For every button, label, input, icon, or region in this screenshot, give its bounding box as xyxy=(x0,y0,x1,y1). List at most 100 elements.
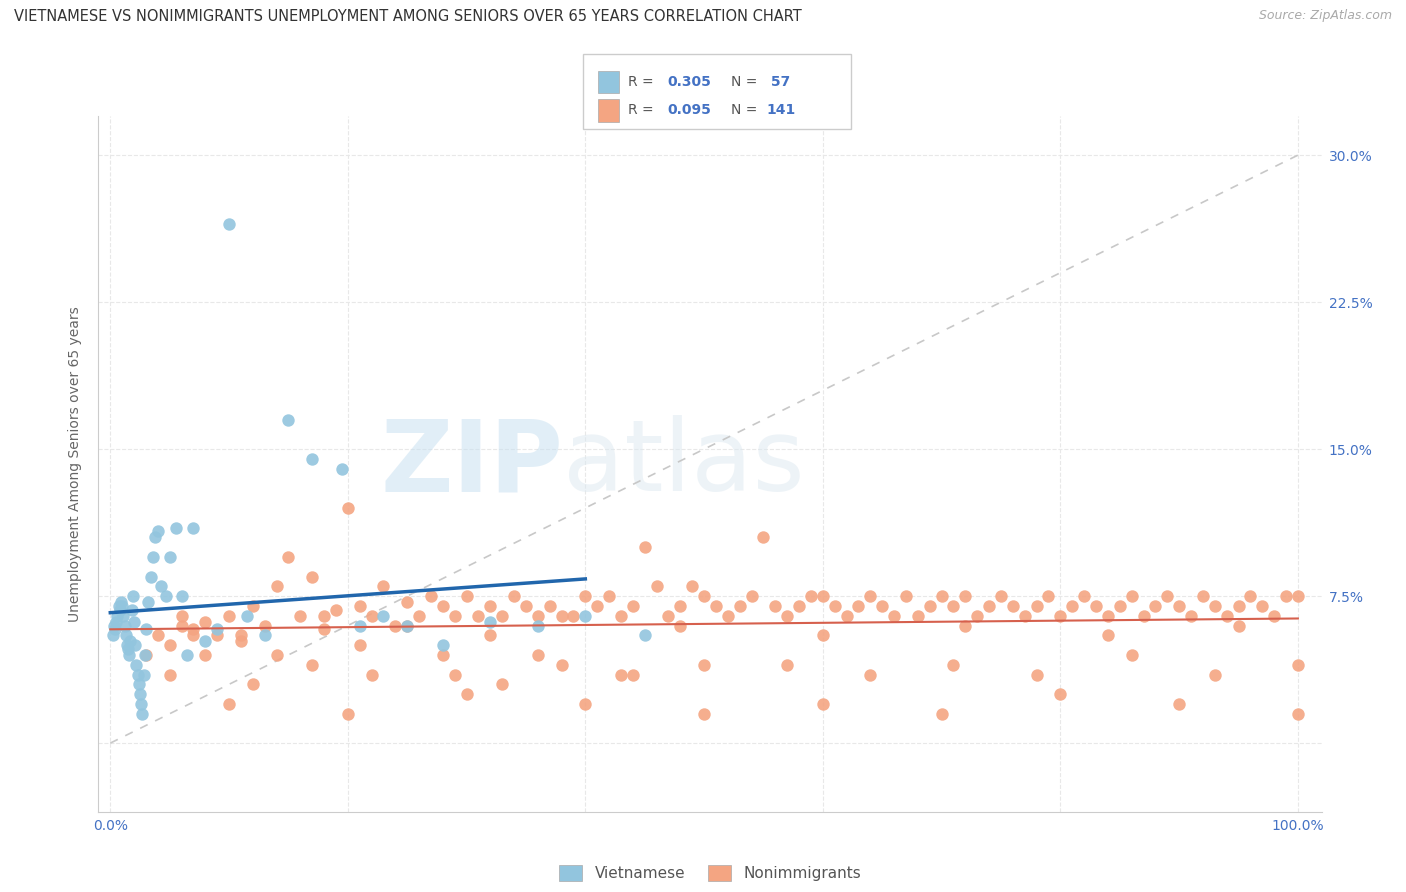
Point xyxy=(312,608,335,623)
Point xyxy=(165,520,187,534)
Point xyxy=(1215,608,1237,623)
Point xyxy=(1204,599,1226,613)
Point xyxy=(574,589,596,603)
Y-axis label: Unemployment Among Seniors over 65 years: Unemployment Among Seniors over 65 years xyxy=(69,306,83,622)
Point xyxy=(266,648,288,662)
Point xyxy=(1121,589,1143,603)
Point xyxy=(194,634,217,648)
Point xyxy=(136,595,159,609)
Point xyxy=(396,595,419,609)
Point xyxy=(728,599,751,613)
Text: 57: 57 xyxy=(766,75,790,89)
Point xyxy=(1286,706,1309,721)
Point xyxy=(1121,648,1143,662)
Point xyxy=(194,648,217,662)
Point xyxy=(942,657,965,672)
Point xyxy=(479,615,502,629)
Point xyxy=(107,599,129,613)
Point xyxy=(1192,589,1215,603)
Point xyxy=(146,524,169,539)
Point xyxy=(1251,599,1274,613)
Text: 0.095: 0.095 xyxy=(668,103,711,118)
Point xyxy=(835,608,858,623)
Point xyxy=(103,618,125,632)
Text: ZIP: ZIP xyxy=(381,416,564,512)
Point xyxy=(752,530,775,544)
Point xyxy=(1108,599,1130,613)
Point xyxy=(621,599,644,613)
Text: Source: ZipAtlas.com: Source: ZipAtlas.com xyxy=(1258,9,1392,22)
Point xyxy=(108,603,131,617)
Point xyxy=(467,608,489,623)
Point xyxy=(634,540,657,554)
Point xyxy=(142,549,165,564)
Point xyxy=(129,687,152,701)
Point xyxy=(1144,599,1167,613)
Point xyxy=(1001,599,1024,613)
Point xyxy=(183,628,205,642)
Point xyxy=(1204,667,1226,681)
Point xyxy=(811,697,834,711)
Point xyxy=(432,648,454,662)
Point xyxy=(811,628,834,642)
Point xyxy=(1097,608,1119,623)
Point xyxy=(101,628,124,642)
Point xyxy=(111,599,134,613)
Point xyxy=(349,618,371,632)
Point xyxy=(456,589,478,603)
Point xyxy=(349,599,371,613)
Point xyxy=(127,667,149,681)
Point xyxy=(183,520,205,534)
Point xyxy=(931,589,953,603)
Point xyxy=(776,657,799,672)
Point xyxy=(1227,599,1250,613)
Point xyxy=(236,608,259,623)
Text: N =: N = xyxy=(731,75,762,89)
Point xyxy=(669,599,692,613)
Point xyxy=(122,615,145,629)
Point xyxy=(194,615,217,629)
Point xyxy=(800,589,823,603)
Point xyxy=(634,628,657,642)
Point xyxy=(176,648,198,662)
Point xyxy=(301,657,323,672)
Point xyxy=(479,628,502,642)
Point xyxy=(330,461,353,475)
Point xyxy=(170,618,193,632)
Point xyxy=(1097,628,1119,642)
Point xyxy=(966,608,988,623)
Point xyxy=(456,687,478,701)
Point xyxy=(859,589,882,603)
Point xyxy=(443,608,465,623)
Point xyxy=(717,608,740,623)
Point xyxy=(586,599,609,613)
Point xyxy=(432,638,454,652)
Point xyxy=(110,595,132,609)
Point xyxy=(681,579,703,593)
Point xyxy=(135,623,157,637)
Point xyxy=(396,618,419,632)
Point xyxy=(120,634,142,648)
Point xyxy=(408,608,430,623)
Point xyxy=(645,579,668,593)
Point xyxy=(104,623,127,637)
Point xyxy=(669,618,692,632)
Text: 141: 141 xyxy=(766,103,796,118)
Point xyxy=(159,638,181,652)
Point xyxy=(824,599,846,613)
Point xyxy=(128,677,150,691)
Point xyxy=(301,569,323,583)
Point xyxy=(170,608,193,623)
Point xyxy=(384,618,406,632)
Point xyxy=(420,589,443,603)
Point xyxy=(150,579,173,593)
Point xyxy=(1156,589,1178,603)
Point xyxy=(1168,697,1191,711)
Point xyxy=(443,667,465,681)
Point xyxy=(312,623,335,637)
Point xyxy=(396,618,419,632)
Point xyxy=(205,623,228,637)
Point xyxy=(931,706,953,721)
Point xyxy=(977,599,1000,613)
Point xyxy=(301,452,323,467)
